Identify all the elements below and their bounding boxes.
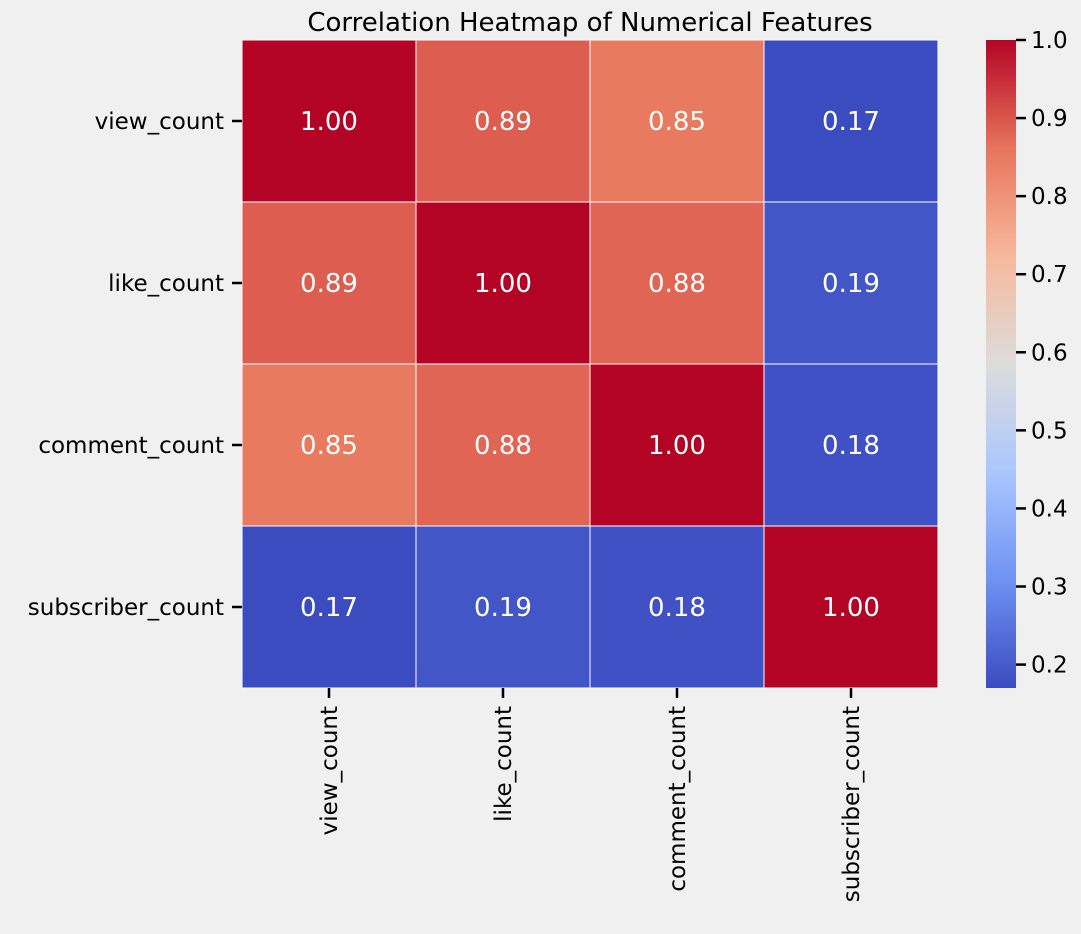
heatmap-cell: [241, 39, 417, 203]
heatmap-cell: [763, 39, 939, 203]
colorbar-tick-label: 0.5: [1031, 418, 1068, 444]
cell-value-label: 1.00: [822, 593, 880, 623]
y-tick-label: comment_count: [38, 433, 224, 459]
heatmap-cell: [763, 201, 939, 365]
colorbar: 0.2 0.3 0.4 0.5 0.6 0.7 0.8 0.9 1.0: [986, 28, 1068, 688]
y-axis: view_count like_count comment_countsubscri…: [28, 109, 242, 621]
heatmap-cell: [763, 363, 939, 527]
chart-title: Correlation Heatmap of Numerical Feature…: [307, 8, 872, 38]
x-tick-label: subscriber_count: [839, 706, 865, 902]
heatmap-cell: [763, 525, 939, 689]
heatmap-cell: [415, 525, 591, 689]
heatmap-cell: [415, 363, 591, 527]
cell-value-label: 0.19: [474, 593, 532, 623]
colorbar-gradient: [986, 40, 1016, 688]
cell-value-label: 0.17: [822, 107, 880, 137]
x-tick-label: like_count: [491, 706, 517, 822]
cell-value-label: 0.85: [300, 431, 358, 461]
cell-value-label: 0.85: [648, 107, 706, 137]
cell-value-label: 0.89: [300, 269, 358, 299]
y-tick-label: subscriber_count: [28, 595, 224, 621]
colorbar-tick-label: 0.8: [1031, 184, 1068, 210]
x-tick-label: view_count: [317, 706, 343, 835]
cell-value-label: 0.18: [822, 431, 880, 461]
heatmap-cells: [241, 39, 939, 689]
heatmap-cell: [241, 363, 417, 527]
cell-value-label: 1.00: [648, 431, 706, 461]
colorbar-tick-label: 0.3: [1031, 575, 1068, 601]
colorbar-tick-label: 0.6: [1031, 340, 1068, 366]
cell-value-label: 0.17: [300, 593, 358, 623]
colorbar-tick-label: 0.7: [1031, 262, 1068, 288]
heatmap-cell: [589, 525, 765, 689]
cell-value-label: 1.00: [300, 107, 358, 137]
colorbar-tick-label: 0.9: [1031, 106, 1068, 132]
cell-value-label: 0.88: [648, 269, 706, 299]
cell-value-label: 0.89: [474, 107, 532, 137]
cell-value-label: 0.88: [474, 431, 532, 461]
heatmap-cell: [415, 201, 591, 365]
cell-value-label: 1.00: [474, 269, 532, 299]
colorbar-tick-label: 0.2: [1031, 653, 1068, 679]
heatmap-cell: [415, 39, 591, 203]
colorbar-tick-label: 0.4: [1031, 496, 1068, 522]
y-tick-label: like_count: [108, 271, 224, 297]
heatmap-cell: [241, 525, 417, 689]
x-axis: view_count like_count comment_count subscri…: [317, 688, 865, 902]
cell-annotations: 1.00 0.89 0.85 0.17 0.89 1.00 0.88 0.19 0.85 0.88…: [300, 107, 880, 623]
cell-value-label: 0.19: [822, 269, 880, 299]
heatmap-cell: [589, 39, 765, 203]
x-tick-label: comment_count: [665, 706, 691, 892]
cell-value-label: 0.18: [648, 593, 706, 623]
heatmap-cell: [589, 201, 765, 365]
colorbar-tick-label: 1.0: [1031, 28, 1068, 54]
y-tick-label: view_count: [95, 109, 224, 135]
